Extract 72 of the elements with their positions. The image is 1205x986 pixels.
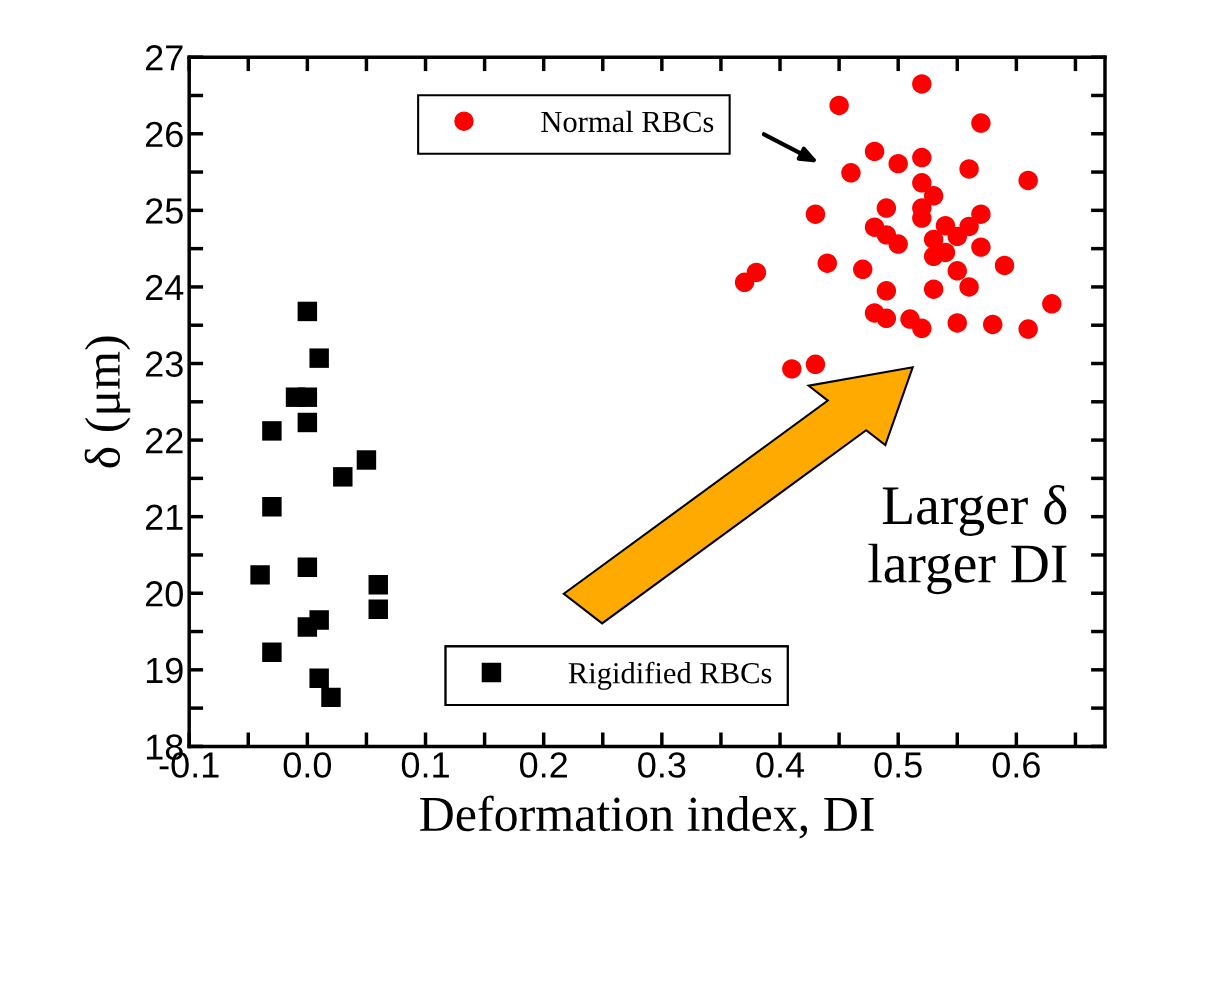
point <box>1018 170 1038 191</box>
point <box>888 234 908 254</box>
point <box>1018 319 1038 339</box>
point <box>912 318 932 338</box>
point <box>817 253 838 273</box>
point <box>309 348 329 368</box>
point <box>1042 294 1062 314</box>
point <box>923 186 944 206</box>
point <box>297 557 318 577</box>
point <box>864 141 885 162</box>
point <box>309 668 329 688</box>
point <box>782 359 802 379</box>
point <box>983 314 1003 335</box>
y-tick-label: 27 <box>145 45 183 71</box>
point <box>947 226 967 247</box>
point <box>368 575 388 595</box>
point <box>912 74 932 94</box>
point <box>876 308 897 329</box>
point <box>971 113 991 133</box>
point <box>923 229 944 250</box>
point <box>333 467 353 487</box>
point <box>912 173 932 193</box>
point <box>853 259 873 280</box>
y-tick-label: 26 <box>145 121 183 148</box>
point <box>368 599 388 620</box>
y-tick-label: 21 <box>145 504 183 530</box>
y-tick-label: 22 <box>145 427 183 454</box>
point <box>805 204 826 224</box>
point <box>923 279 944 299</box>
point <box>841 163 861 183</box>
point <box>888 153 908 174</box>
point <box>959 277 979 297</box>
point <box>923 246 944 267</box>
y-tick-label: 20 <box>145 581 183 607</box>
legend-label: Normal RBCs <box>541 110 714 133</box>
x-tick-label: 0.1 <box>401 752 449 778</box>
point <box>746 262 767 283</box>
point <box>947 261 967 281</box>
point <box>297 412 318 433</box>
point <box>805 354 826 374</box>
point <box>297 301 318 322</box>
y-tick-label: 24 <box>145 274 184 301</box>
x-tick-label: 0.4 <box>756 752 805 778</box>
x-tick-label: 0.6 <box>992 752 1040 778</box>
point <box>356 450 377 470</box>
x-tick-label: 0.0 <box>283 752 332 778</box>
point <box>876 198 897 218</box>
point <box>876 281 897 301</box>
y-tick-label: 19 <box>146 657 183 684</box>
point <box>297 387 318 407</box>
point <box>971 237 991 257</box>
point <box>250 565 270 585</box>
point <box>262 496 282 517</box>
x-tick-label: 0.2 <box>520 752 567 778</box>
point <box>262 421 282 441</box>
x-tick-label: 0.3 <box>638 752 686 778</box>
y-tick-label: 23 <box>145 351 183 377</box>
x-tick-label: 0.5 <box>874 752 922 778</box>
point <box>912 147 932 168</box>
y-axis-title: δ (μm) <box>84 336 131 468</box>
annotation: Larger δ larger DI <box>868 485 1067 595</box>
point <box>297 617 318 637</box>
point <box>947 313 967 333</box>
point <box>959 159 979 179</box>
x-axis-title: Deformation index, DI <box>420 795 874 839</box>
point <box>321 687 341 708</box>
legend-label: Rigidified RBCs <box>568 661 772 690</box>
point <box>994 255 1015 276</box>
point <box>262 642 282 662</box>
point <box>829 95 849 116</box>
y-tick-label: 25 <box>145 198 183 224</box>
point <box>971 204 991 224</box>
